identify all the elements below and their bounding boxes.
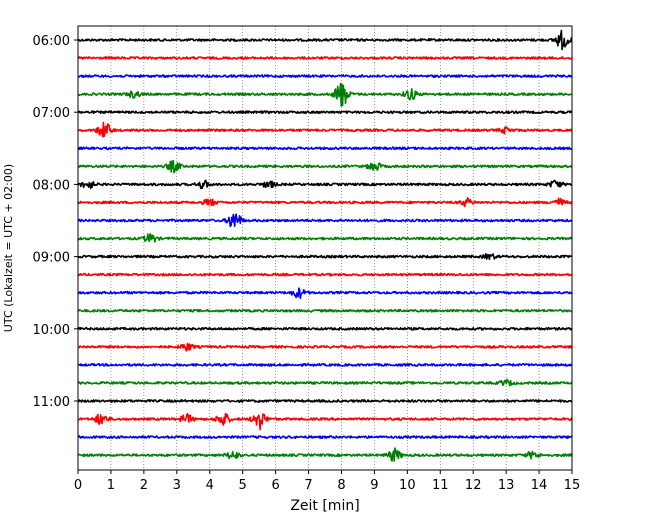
trace-0930 xyxy=(77,287,573,300)
trace-1030 xyxy=(77,362,573,367)
y-tick-label: 06:00 xyxy=(33,34,70,49)
x-tick-label: 14 xyxy=(531,478,548,493)
x-tick-label: 8 xyxy=(337,478,345,493)
y-tick-label: 07:00 xyxy=(33,106,70,121)
x-tick-label: 11 xyxy=(432,478,449,493)
trace-0645 xyxy=(77,82,573,107)
x-tick-label: 5 xyxy=(239,478,247,493)
trace-0615 xyxy=(77,56,573,60)
x-tick-label: 4 xyxy=(206,478,214,493)
x-axis-title: Zeit [min] xyxy=(290,498,359,514)
trace-0630 xyxy=(77,74,573,78)
x-axis-ticks: 0 1 2 3 4 5 6 7 8 9 10 11 12 13 14 15 xyxy=(74,470,580,493)
trace-0845 xyxy=(77,233,573,243)
x-tick-label: 6 xyxy=(271,478,279,493)
plot-frame xyxy=(77,25,573,471)
trace-0815 xyxy=(77,197,573,208)
x-tick-label: 9 xyxy=(370,478,378,493)
trace-layer xyxy=(77,29,573,462)
y-axis-ticks: 06:00 07:00 08:00 09:00 10:00 11:00 xyxy=(33,34,78,410)
x-tick-label: 3 xyxy=(173,478,181,493)
trace-0745 xyxy=(77,159,573,174)
trace-1100 xyxy=(77,399,573,403)
x-tick-label: 13 xyxy=(498,478,515,493)
trace-1045 xyxy=(77,378,573,387)
x-tick-label: 2 xyxy=(140,478,148,493)
trace-0800 xyxy=(77,179,573,190)
trace-0945 xyxy=(77,308,573,313)
y-tick-label: 09:00 xyxy=(33,251,70,266)
x-tick-label: 7 xyxy=(304,478,312,493)
x-tick-label: 15 xyxy=(564,478,581,493)
trace-0700 xyxy=(77,110,573,115)
trace-1130 xyxy=(77,435,573,440)
trace-1015 xyxy=(77,342,573,352)
y-tick-label: 11:00 xyxy=(33,395,70,410)
trace-0915 xyxy=(77,272,573,277)
trace-1145 xyxy=(77,447,573,462)
trace-1000 xyxy=(77,326,573,331)
trace-0830 xyxy=(77,213,573,228)
trace-0730 xyxy=(77,146,573,151)
x-tick-label: 0 xyxy=(74,478,82,493)
y-tick-label: 08:00 xyxy=(33,178,70,193)
trace-0900 xyxy=(77,253,573,261)
y-axis-title: UTC (Lokalzeit = UTC + 02:00) xyxy=(2,164,15,332)
trace-0600 xyxy=(77,29,573,51)
trace-0715 xyxy=(77,121,573,138)
x-tick-label: 1 xyxy=(107,478,115,493)
x-tick-label: 10 xyxy=(399,478,416,493)
y-tick-label: 10:00 xyxy=(33,323,70,338)
trace-1115 xyxy=(77,412,573,431)
x-tick-label: 12 xyxy=(465,478,482,493)
